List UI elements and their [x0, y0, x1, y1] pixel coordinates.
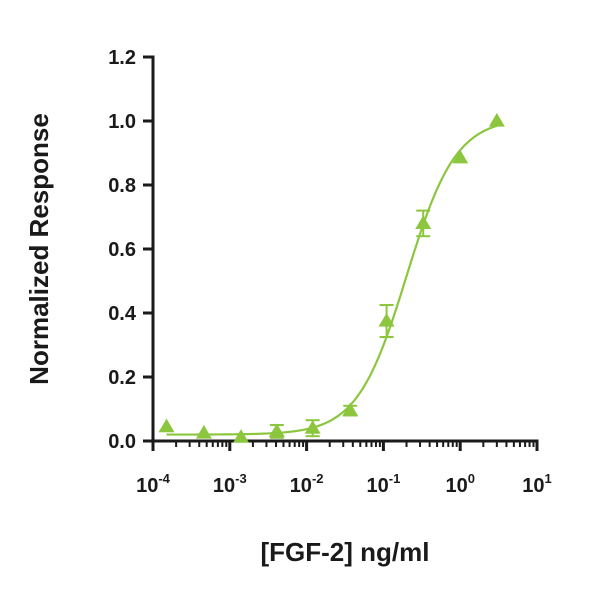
triangle-marker: [195, 425, 212, 439]
y-tick-label: 1.2: [108, 47, 136, 69]
triangle-marker: [378, 313, 395, 327]
x-tick-label: 10-2: [290, 471, 324, 497]
triangle-marker: [488, 113, 505, 127]
x-tick-label: 10-1: [366, 471, 400, 497]
y-tick-label: 0.4: [108, 303, 137, 325]
triangle-marker: [304, 420, 321, 434]
x-axis-ticks: 10-4 10-3 10-2 10-1 100 101: [136, 441, 552, 497]
x-tick-label: 100: [445, 471, 474, 497]
data-point: [488, 113, 505, 127]
x-tick-label: 10-4: [136, 471, 171, 497]
y-tick-label: 0.8: [108, 175, 136, 197]
data-point: [342, 402, 359, 417]
triangle-marker: [415, 215, 432, 229]
y-axis-ticks: 0.0 0.2 0.4 0.6 0.8 1.0 1.2: [108, 47, 153, 453]
y-tick-label: 1.0: [108, 111, 136, 133]
x-tick-label: 101: [522, 471, 551, 497]
x-axis-title: [FGF-2] ng/ml: [261, 537, 430, 567]
data-point: [158, 418, 175, 433]
data-point: [304, 419, 321, 438]
data-point: [233, 429, 250, 443]
y-tick-label: 0.0: [108, 431, 136, 453]
y-axis-title: Normalized Response: [24, 113, 54, 385]
triangle-marker: [158, 418, 175, 433]
data-point: [195, 425, 212, 439]
triangle-marker: [452, 149, 469, 164]
y-tick-label: 0.2: [108, 367, 136, 389]
data-point: [415, 209, 432, 238]
triangle-marker: [342, 402, 359, 417]
triangle-marker: [268, 423, 285, 437]
data-point: [452, 149, 469, 164]
triangle-marker: [233, 429, 250, 443]
data-point: [268, 423, 285, 439]
y-tick-label: 0.6: [108, 239, 136, 261]
x-tick-label: 10-3: [213, 471, 247, 497]
data-point: [378, 304, 395, 338]
fit-curve: [166, 124, 498, 436]
data-points: [158, 113, 505, 443]
